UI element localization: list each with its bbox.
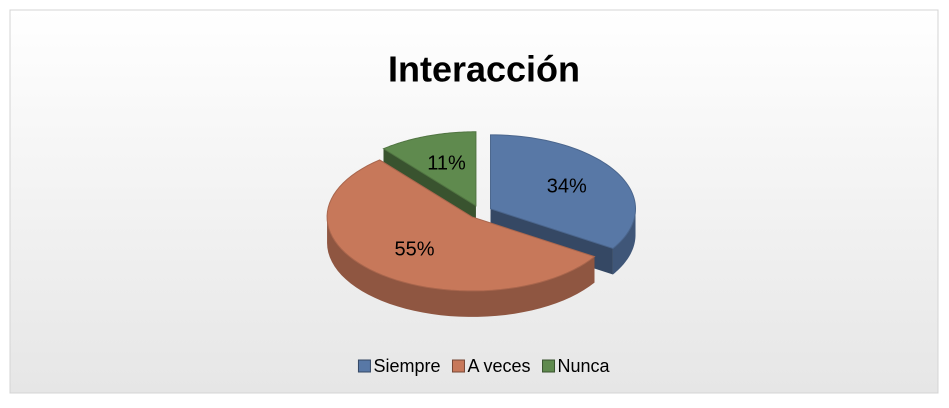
legend-label: Siempre bbox=[373, 356, 440, 376]
pie-tops bbox=[326, 131, 637, 292]
chart-title: Interacción bbox=[388, 49, 580, 90]
legend-swatch bbox=[357, 359, 371, 373]
pie-slice bbox=[326, 159, 596, 292]
data-label: 55% bbox=[395, 239, 435, 261]
legend-item: Nunca bbox=[542, 356, 611, 376]
legend-label: A veces bbox=[467, 356, 530, 376]
legend-item: Siempre bbox=[357, 356, 440, 376]
pie-slice bbox=[490, 134, 637, 250]
legend-label: Nunca bbox=[558, 356, 611, 376]
data-label: 34% bbox=[547, 176, 587, 198]
legend-swatch bbox=[451, 359, 465, 373]
slice-side bbox=[612, 208, 636, 275]
pie-slice bbox=[382, 131, 477, 207]
legend-item: A veces bbox=[451, 356, 531, 376]
data-label: 11% bbox=[427, 152, 466, 174]
legend-swatch bbox=[542, 359, 556, 373]
slice-side bbox=[327, 216, 595, 317]
